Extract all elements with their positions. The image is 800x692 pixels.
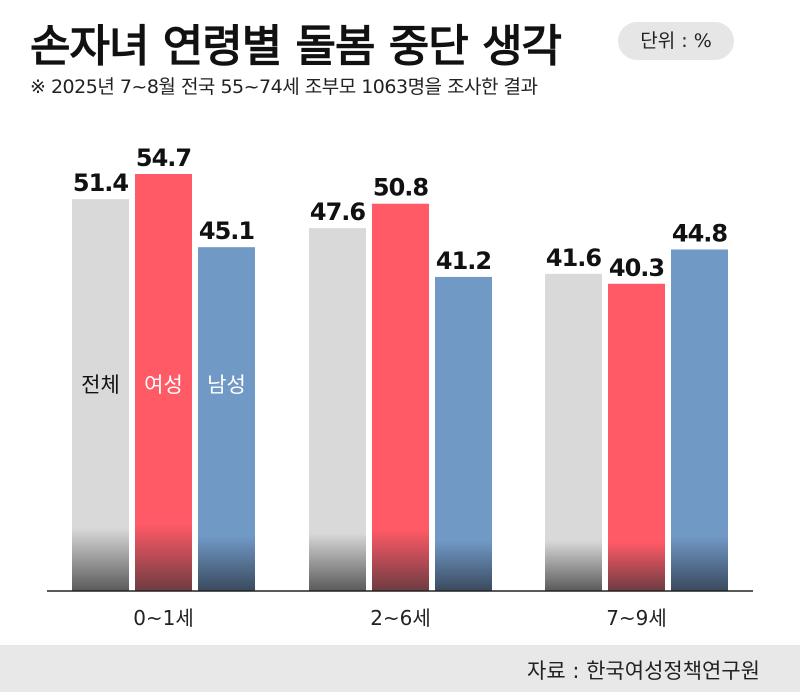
- page-title: 손자녀 연령별 돌봄 중단 생각: [30, 21, 562, 72]
- source-note: 자료 : 한국여성정책연구원: [527, 659, 760, 683]
- bar-chart: 51.4 전체 54.7 여성 45.1 남성 0~1세 47.650.8 41.2 2~6세 41…: [47, 144, 753, 630]
- legend-label-total: 전체: [81, 373, 120, 397]
- data-label: 45.1: [199, 217, 255, 245]
- x-tick-label: 2~6세: [370, 606, 431, 630]
- x-tick-label: 0~1세: [133, 606, 194, 630]
- data-label: 47.6: [310, 198, 366, 226]
- bar-male-3: [671, 249, 728, 591]
- data-label: 54.7: [136, 144, 191, 172]
- subtitle: ※ 2025년 7~8월 전국 55~74세 조부모 1063명을 조사한 결과: [30, 76, 538, 98]
- x-tick-label: 7~9세: [606, 606, 667, 630]
- labels-layer: 51.4 전체 54.7 여성 45.1 남성 0~1세 47.650.8 41.2 2~6세 41…: [73, 144, 729, 630]
- legend-label-male: 남성: [207, 373, 246, 397]
- bar-female-3: [608, 283, 665, 591]
- data-label: 44.8: [672, 219, 728, 247]
- bar-female-1: [135, 174, 192, 591]
- data-label: 41.6: [546, 244, 602, 272]
- footer-bar: 자료 : 한국여성정책연구원: [0, 645, 800, 692]
- data-label: 50.8: [373, 174, 429, 202]
- bar-male-2: [435, 276, 492, 591]
- bar-total-3: [545, 273, 602, 591]
- unit-badge: 단위 : %: [618, 22, 734, 60]
- bar-male-1: [198, 247, 255, 592]
- data-label: 41.2: [436, 247, 491, 275]
- bar-female-2: [372, 203, 429, 591]
- legend-label-female: 여성: [144, 373, 183, 397]
- bar-total-1: [72, 199, 129, 591]
- bars-layer: [72, 174, 728, 592]
- data-label: 51.4: [73, 169, 129, 197]
- data-label: 40.3: [609, 254, 664, 282]
- bar-total-2: [309, 228, 366, 591]
